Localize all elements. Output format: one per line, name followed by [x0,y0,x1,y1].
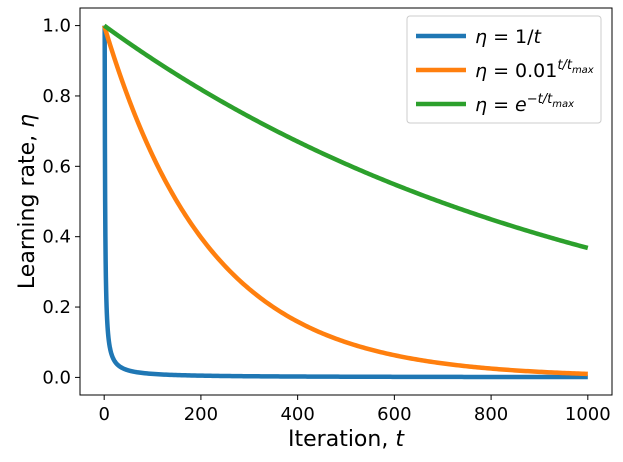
legend-box [406,15,602,124]
legend-label-part: η [475,26,487,48]
x-tick-label: 400 [280,404,314,425]
y-tick-label: 0.0 [42,367,71,388]
y-tick-label: 1.0 [42,16,71,37]
y-tick-label: 0.6 [42,156,71,177]
legend-label-part: t/t [557,58,572,73]
y-tick-label: 0.2 [42,297,71,318]
y-axis-ticks: 0.0 0.2 0.4 0.6 0.8 1.0 [42,16,80,388]
y-axis-title: Learning rate, η [15,114,40,289]
legend-label-0: η = 1/t [475,26,543,48]
legend-label-part: η [475,94,487,116]
x-axis-ticks: 0 200 400 600 800 1000 [98,395,611,425]
legend-label-part: 1/ [515,26,534,48]
x-tick-label: 0 [98,404,109,425]
legend-label-part: −t/t [527,92,553,107]
series-line-2 [102,23,589,251]
legend-label-part: η [475,60,487,82]
legend-label-2: η = e−t/tmax [475,92,574,116]
y-axis-title-var: η [15,114,40,128]
legend-label-part: 0.01 [515,60,557,82]
y-tick-label: 0.8 [42,86,71,107]
legend-label-part: = [487,60,515,82]
legend-label-part: max [552,99,574,110]
series-line-0 [102,25,589,380]
series-line-1 [102,24,589,377]
x-tick-label: 200 [184,404,218,425]
legend-label-1: η = 0.01t/tmax [475,58,594,82]
legend-label-part: max [572,65,594,76]
legend-label-part: t [534,26,543,48]
x-axis-title: Iteration, t [288,427,405,452]
x-axis-title-text: Iteration, [288,427,395,452]
legend-label-part: = [487,26,515,48]
plot-frame [79,7,613,396]
x-tick-label: 800 [474,404,508,425]
legend-label-part: e [515,94,527,116]
x-tick-label: 1000 [565,404,611,425]
y-axis-title-text: Learning rate, [15,128,40,289]
series-layer [102,23,589,380]
x-axis-title-var: t [395,427,405,452]
legend-label-part: = [487,94,515,116]
y-tick-label: 0.4 [42,227,71,248]
x-tick-label: 600 [377,404,411,425]
